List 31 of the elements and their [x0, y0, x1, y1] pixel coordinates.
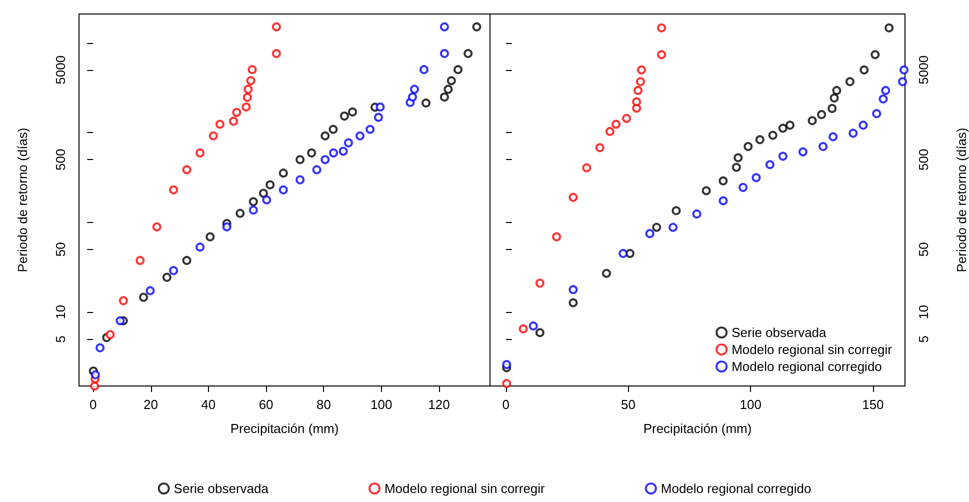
legend-label: Modelo regional corregido: [660, 481, 812, 496]
x-tick-label: 100: [370, 397, 392, 412]
legend-label: Modelo regional sin corregir: [384, 481, 546, 496]
legend-label: Serie observada: [732, 325, 828, 340]
y-tick-label: 5000: [916, 55, 931, 84]
y-tick-label: 50: [916, 242, 931, 257]
x-tick-label: 50: [621, 397, 636, 412]
x-tick-label: 20: [144, 397, 158, 412]
legend-label: Modelo regional corregido: [732, 359, 882, 374]
y-axis-title: Periodo de retorno (días): [15, 128, 30, 272]
y-tick-label: 50: [53, 242, 68, 257]
x-tick-label: 0: [90, 397, 97, 412]
y-tick-label: 10: [916, 304, 931, 320]
x-axis-title: Precipitación (mm): [230, 421, 339, 436]
y-tick-label: 10: [53, 304, 68, 320]
y-tick-label: 5000: [53, 55, 68, 84]
x-axis-title: Precipitación (mm): [643, 421, 752, 436]
x-tick-label: 120: [428, 397, 450, 412]
x-tick-label: 40: [201, 397, 216, 412]
y-tick-label: 5: [53, 335, 68, 343]
x-tick-label: 60: [258, 397, 274, 412]
x-tick-label: 150: [862, 397, 884, 412]
y-axis-title: Periodo de retorno (días): [954, 128, 969, 272]
legend-label: Modelo regional sin corregir: [732, 342, 893, 357]
legend-label: Serie observada: [174, 481, 270, 496]
x-tick-label: 80: [316, 397, 331, 412]
x-tick-label: 0: [502, 397, 510, 412]
y-tick-label: 5: [916, 335, 931, 343]
y-tick-label: 500: [53, 148, 68, 170]
x-tick-label: 100: [740, 397, 762, 412]
y-tick-label: 500: [916, 148, 931, 170]
